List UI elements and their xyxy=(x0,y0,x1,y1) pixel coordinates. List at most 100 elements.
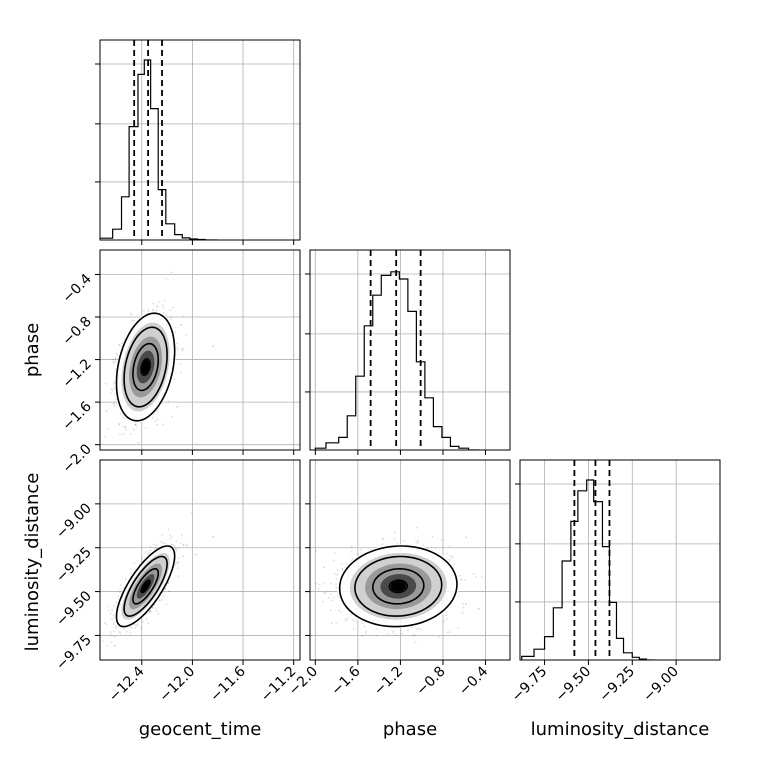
sample-point xyxy=(420,628,422,631)
sample-point xyxy=(105,410,108,412)
sample-point xyxy=(170,316,173,319)
sample-point xyxy=(317,587,320,590)
sample-point xyxy=(453,563,456,566)
sample-point xyxy=(155,309,158,312)
sample-point xyxy=(154,607,157,610)
sample-point xyxy=(146,553,149,556)
sample-point xyxy=(115,360,117,363)
sample-point xyxy=(161,534,164,536)
sample-point xyxy=(113,616,115,619)
panel-0-0 xyxy=(100,40,300,240)
sample-point xyxy=(175,561,178,564)
sample-point xyxy=(438,636,440,638)
sample-point xyxy=(130,313,133,316)
sample-point xyxy=(416,628,418,631)
contour-line xyxy=(123,555,168,617)
sample-point xyxy=(109,392,112,394)
sample-point xyxy=(446,617,448,620)
sample-point xyxy=(173,545,176,548)
sample-point xyxy=(393,538,396,540)
sample-point xyxy=(140,558,143,561)
sample-point xyxy=(161,599,163,601)
sample-point xyxy=(173,378,176,381)
sample-point xyxy=(107,610,109,612)
sample-point xyxy=(415,540,417,543)
sample-point xyxy=(170,271,173,274)
sample-point xyxy=(119,590,121,593)
sample-point xyxy=(118,631,121,634)
sample-point xyxy=(153,543,156,546)
sample-point xyxy=(332,559,335,562)
sample-point xyxy=(445,611,448,613)
sample-point xyxy=(124,426,127,429)
sample-point xyxy=(335,622,338,625)
sample-point xyxy=(445,614,447,617)
sample-point xyxy=(144,427,147,430)
sample-point xyxy=(333,552,336,554)
sample-point xyxy=(322,600,324,603)
sample-point xyxy=(114,357,117,360)
sample-point xyxy=(181,347,183,350)
sample-point xyxy=(163,307,165,309)
sample-point xyxy=(130,571,132,574)
density-fill xyxy=(141,581,150,592)
sample-point xyxy=(452,557,454,560)
sample-point xyxy=(154,420,157,422)
sample-point xyxy=(169,318,172,320)
sample-point xyxy=(115,625,117,628)
sample-point xyxy=(462,603,464,605)
sample-point xyxy=(115,601,118,604)
sample-point xyxy=(117,595,119,598)
sample-point xyxy=(338,609,340,612)
sample-point xyxy=(361,635,364,637)
sample-point xyxy=(118,433,121,436)
sample-point xyxy=(145,617,148,620)
sample-point xyxy=(448,558,451,561)
sample-point xyxy=(152,606,154,608)
sample-point xyxy=(167,528,170,531)
sample-point xyxy=(107,428,109,430)
panel-bg xyxy=(310,250,510,450)
joint-geocent_time-phase xyxy=(104,271,214,444)
sample-point xyxy=(177,557,180,559)
sample-point xyxy=(165,603,168,606)
sample-point xyxy=(212,535,215,538)
sample-point xyxy=(122,586,125,589)
sample-point xyxy=(315,582,318,585)
joint-phase-luminosity_distance xyxy=(315,526,483,644)
sample-point xyxy=(176,406,179,408)
sample-point xyxy=(106,645,109,647)
sample-point xyxy=(182,315,185,317)
sample-point xyxy=(111,609,113,612)
sample-point xyxy=(443,620,446,622)
sample-point xyxy=(402,539,405,542)
sample-point xyxy=(353,620,356,622)
sample-point xyxy=(174,331,177,333)
sample-point xyxy=(148,611,151,613)
sample-point xyxy=(162,311,165,314)
histogram-phase xyxy=(314,271,480,450)
sample-point xyxy=(381,537,384,540)
sample-point xyxy=(480,576,483,579)
panel-2-0 xyxy=(100,460,300,660)
sample-point xyxy=(171,535,173,538)
sample-point xyxy=(181,349,184,352)
sample-point xyxy=(129,433,132,436)
sample-point xyxy=(175,540,178,542)
sample-point xyxy=(177,561,180,563)
sample-point xyxy=(98,645,100,647)
sample-point xyxy=(345,562,348,565)
sample-point xyxy=(149,611,152,613)
sample-point xyxy=(417,539,420,542)
sample-point xyxy=(333,596,335,599)
sample-point xyxy=(112,605,115,607)
panel-bg xyxy=(520,460,720,660)
sample-point xyxy=(134,423,137,426)
sample-point xyxy=(462,606,465,609)
sample-point xyxy=(133,562,136,565)
sample-point xyxy=(152,416,155,419)
sample-point xyxy=(140,626,142,629)
sample-point xyxy=(129,631,132,634)
sample-point xyxy=(122,416,125,419)
sample-point xyxy=(451,555,454,558)
